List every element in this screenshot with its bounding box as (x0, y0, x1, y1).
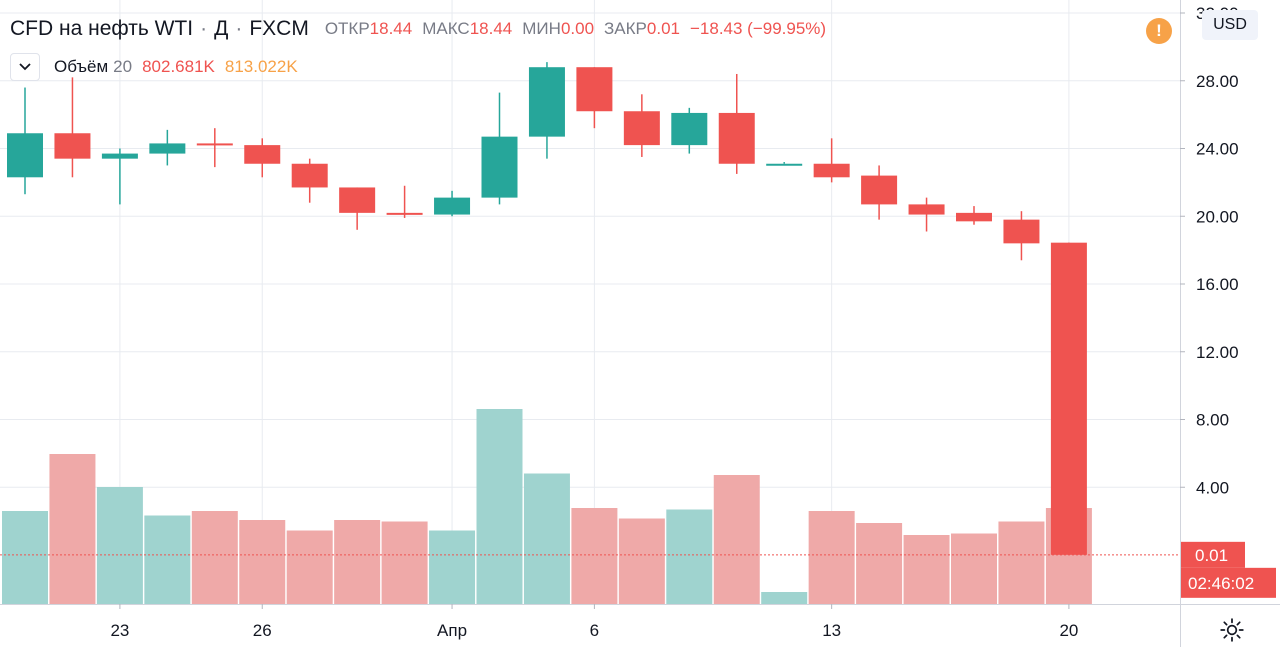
candle-body[interactable] (291, 163, 328, 188)
interval[interactable]: Д (214, 17, 229, 40)
candle-body[interactable] (718, 112, 755, 164)
volume-ma-value: 813.022K (224, 57, 298, 76)
candle-body[interactable] (813, 163, 850, 178)
high-label: МАКС (422, 19, 470, 38)
volume-bar (286, 530, 333, 604)
last-price-label: 0.01 (1195, 546, 1228, 565)
candle-body[interactable] (481, 136, 518, 198)
volume-bar (49, 454, 96, 604)
low-value: 0.00 (560, 19, 595, 38)
separator: · (235, 17, 243, 40)
price-tick-label: 4.00 (1196, 478, 1229, 497)
symbol-legend: CFD на нефть WTI · Д · FXCM ОТКР 18.44 М… (10, 14, 836, 44)
exchange: FXCM (249, 17, 309, 40)
candle-body[interactable] (623, 111, 660, 146)
volume-bar (856, 523, 903, 604)
symbol-name[interactable]: CFD на нефть WTI (10, 17, 194, 40)
candle-body[interactable] (149, 143, 186, 154)
time-tick-label: 20 (1059, 621, 1078, 640)
candle-body[interactable] (386, 212, 423, 215)
volume-bar (2, 511, 48, 604)
low-label: МИН (522, 19, 561, 38)
warning-icon[interactable]: ! (1146, 18, 1172, 44)
candle-body[interactable] (54, 133, 91, 159)
volume-bar (96, 487, 143, 604)
price-tick-label: 28.00 (1196, 72, 1239, 91)
price-tick-label: 20.00 (1196, 207, 1239, 226)
last-price-badge (1181, 541, 1245, 568)
volume-bar (191, 511, 238, 604)
close-label: ЗАКР (604, 19, 647, 38)
volume-bar (903, 535, 950, 604)
volume-bar (334, 520, 381, 604)
time-tick-label: 26 (253, 621, 272, 640)
candle-body[interactable] (434, 197, 471, 215)
ohlc-values: ОТКР 18.44 МАКС 18.44 МИН 0.00 ЗАКР 0.01… (325, 19, 836, 39)
close-value: 0.01 (646, 19, 680, 38)
candle-body[interactable] (908, 204, 945, 215)
candle-body[interactable] (766, 163, 803, 166)
price-tick-label: 24.00 (1196, 140, 1239, 159)
volume-bar (951, 533, 997, 604)
countdown-badge (1181, 567, 1276, 598)
volume-value: 802.681K (142, 57, 215, 76)
volume-bar (239, 520, 286, 604)
candle-body[interactable] (528, 67, 565, 137)
candle-body[interactable] (576, 67, 613, 112)
change-value: −18.43 (−99.95%) (689, 19, 827, 38)
volume-bar (666, 509, 713, 604)
volume-bar (618, 518, 665, 604)
candle-body[interactable] (101, 153, 138, 159)
volume-bar (808, 511, 855, 604)
volume-bar (998, 521, 1045, 604)
volume-legend: Объём 20 802.681K 813.022K (10, 52, 298, 82)
candle-body[interactable] (1003, 219, 1040, 244)
collapse-legend-button[interactable] (10, 53, 40, 81)
candle-body[interactable] (244, 145, 281, 164)
gear-icon[interactable] (1219, 617, 1245, 643)
open-value: 18.44 (369, 19, 413, 38)
time-tick-label: Апр (437, 621, 467, 640)
chevron-down-icon (19, 63, 31, 71)
open-label: ОТКР (324, 19, 370, 38)
volume-name[interactable]: Объём (54, 57, 109, 76)
separator: · (200, 17, 208, 40)
time-tick-label: 13 (822, 621, 841, 640)
volume-bar (571, 508, 618, 604)
candle-body[interactable] (671, 112, 708, 146)
candle-body[interactable] (956, 212, 992, 222)
volume-bar (144, 515, 191, 604)
candle-body[interactable] (196, 143, 233, 146)
volume-bar (523, 473, 570, 604)
volume-bar (476, 409, 523, 604)
time-tick-label: 23 (110, 621, 129, 640)
candle-body[interactable] (1050, 242, 1087, 555)
volume-bar (429, 530, 476, 604)
volume-bar (381, 521, 428, 604)
volume-bar (761, 592, 808, 604)
volume-bar (713, 475, 760, 604)
price-tick-label: 16.00 (1196, 275, 1239, 294)
candle-body[interactable] (7, 133, 43, 178)
price-tick-label: 12.00 (1196, 343, 1239, 362)
high-value: 18.44 (469, 19, 513, 38)
candle-body[interactable] (339, 187, 376, 213)
candle-body[interactable] (861, 175, 898, 205)
currency-button[interactable]: USD (1202, 10, 1258, 40)
countdown-label: 02:46:02 (1188, 574, 1254, 593)
time-tick-label: 6 (590, 621, 599, 640)
price-tick-label: 8.00 (1196, 411, 1229, 430)
volume-length: 20 (113, 57, 133, 76)
